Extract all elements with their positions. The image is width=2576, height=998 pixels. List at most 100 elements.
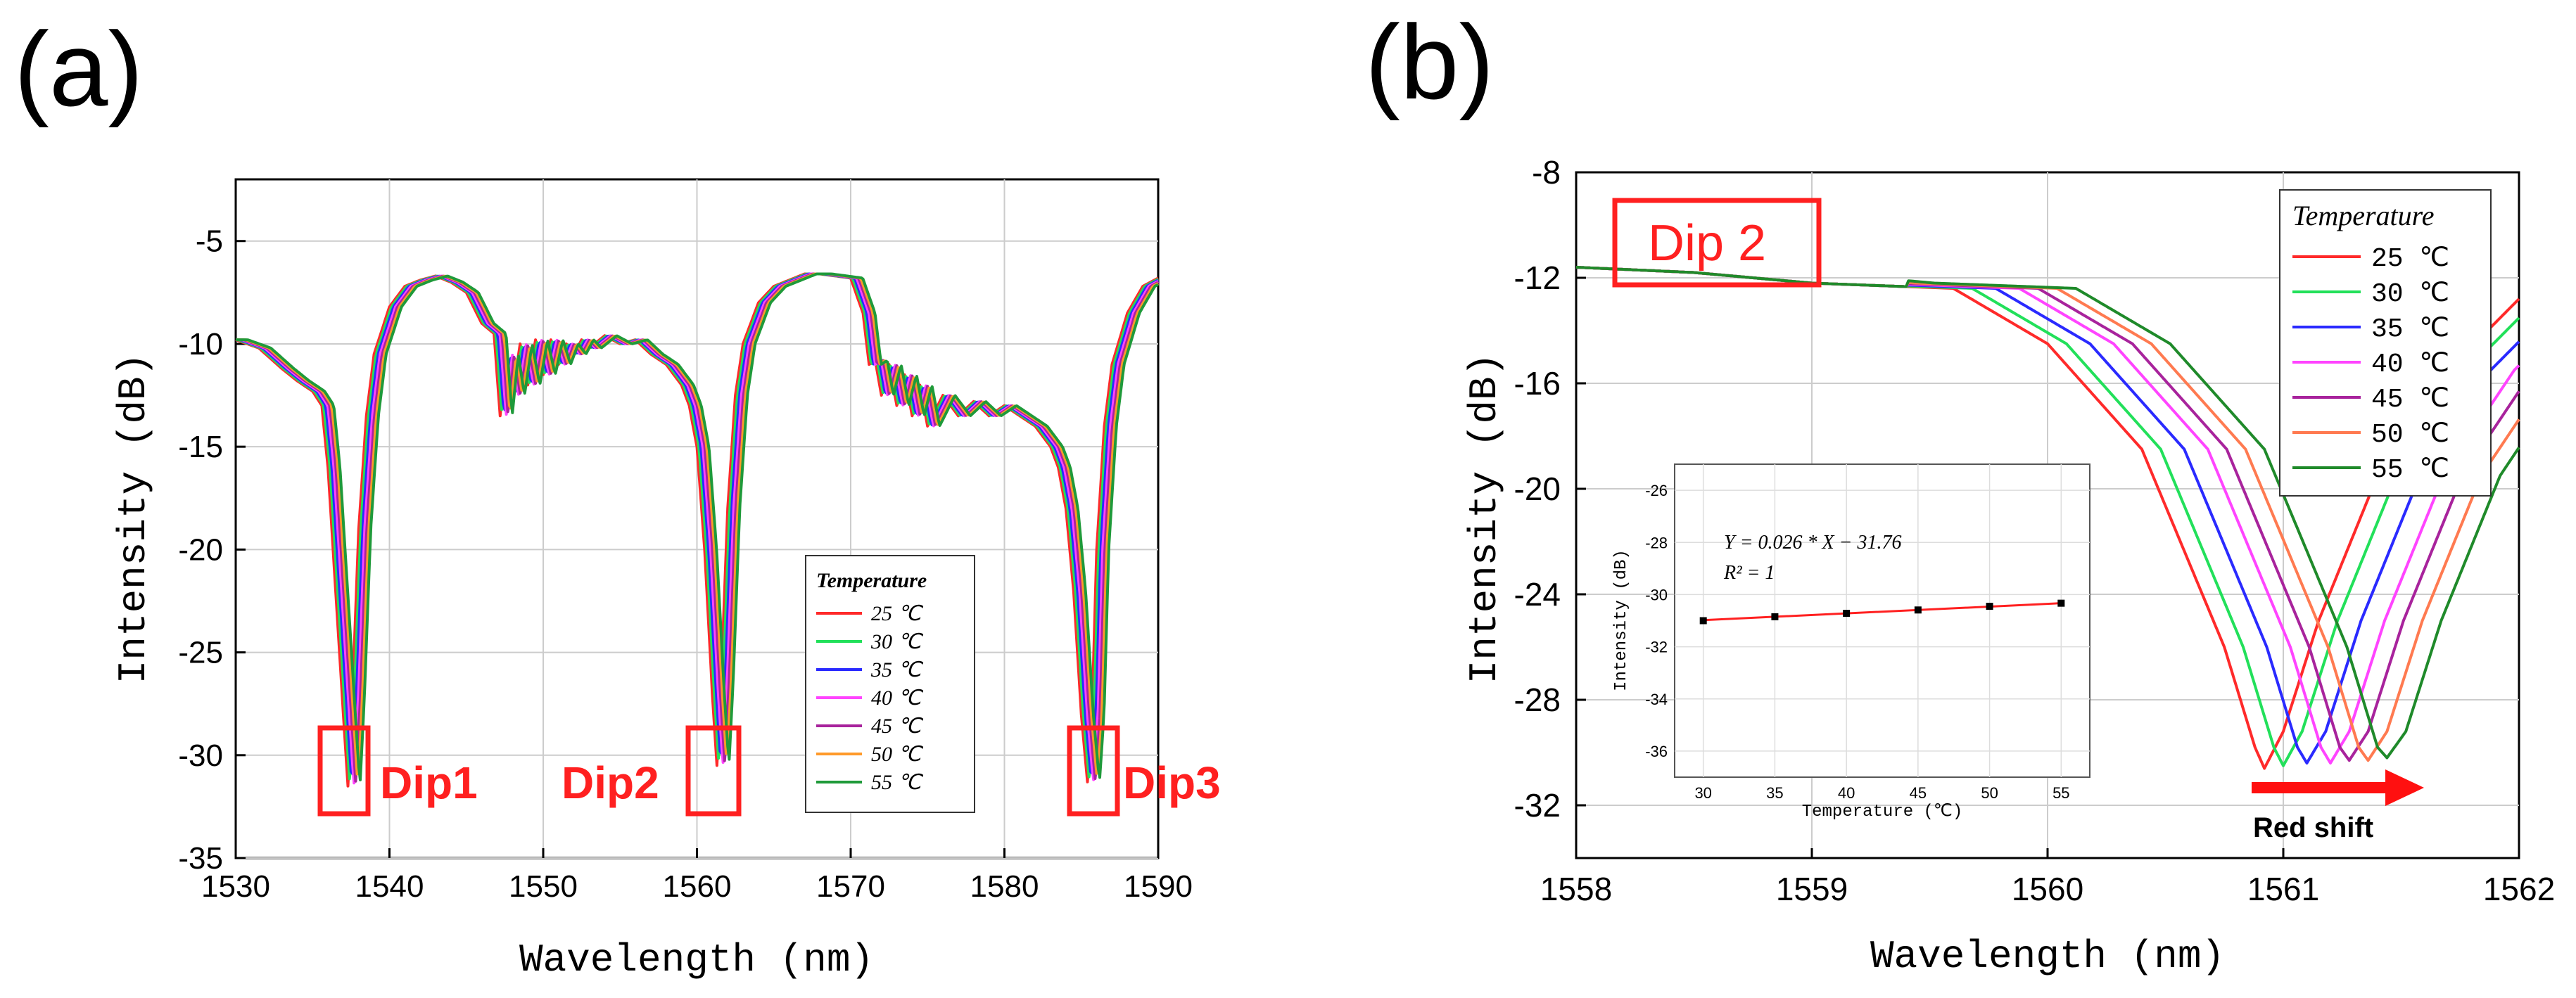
chart-a-legend-label: 50 ℃ <box>871 743 924 766</box>
chart-a-legend-label: 30 ℃ <box>870 630 924 653</box>
inset-data-point <box>1699 617 1707 625</box>
inset-x-tick-label: 30 <box>1694 784 1711 802</box>
chart-a-legend-label: 55 ℃ <box>871 771 924 794</box>
inset-data-point <box>1771 613 1779 620</box>
chart-a-x-tick-label: 1590 <box>1124 869 1193 904</box>
chart-b-y-tick-label: -12 <box>1514 260 1561 296</box>
dip2-label: Dip2 <box>561 757 659 808</box>
chart-a-legend-box <box>805 555 975 813</box>
inset-x-tick-label: 40 <box>1838 784 1855 802</box>
inset-equation: Y = 0.026 * X − 31.76 <box>1724 532 1901 554</box>
chart-a-legend-title: Temperature <box>816 569 927 592</box>
inset-x-tick-label: 50 <box>1981 784 1998 802</box>
chart-b-legend-label: 40 ℃ <box>2371 350 2449 380</box>
red-shift-label: Red shift <box>2253 812 2373 843</box>
inset-y-tick-label: -36 <box>1645 743 1668 760</box>
chart-b-ylabel: Intensity (dB) <box>1462 353 1507 684</box>
chart-a-y-tick-label: -30 <box>178 738 223 773</box>
dip1-label: Dip1 <box>380 757 478 808</box>
inset-x-tick-label: 55 <box>2052 784 2069 802</box>
chart-b-legend-label: 55 ℃ <box>2371 455 2449 485</box>
chart-a-legend-label: 35 ℃ <box>870 658 924 682</box>
chart-a-legend-label: 40 ℃ <box>871 686 924 710</box>
panel-b-label: (b) <box>1365 3 1494 121</box>
inset-y-tick-label: -32 <box>1645 639 1668 656</box>
chart-a-grid <box>236 179 1158 859</box>
chart-b-x-tick-label: 1558 <box>1540 871 1612 907</box>
panel-a-label: (a) <box>14 10 143 128</box>
chart-b-x-tick-label: 1560 <box>2012 871 2083 907</box>
chart-a-y-tick-label: -25 <box>178 636 223 670</box>
chart-a-series <box>235 272 1159 788</box>
chart-a-y-tick-label: -35 <box>178 841 223 876</box>
chart-b-y-tick-label: -20 <box>1514 471 1561 507</box>
dip2-annotation-text: Dip 2 <box>1648 215 1766 271</box>
inset-ylabel: Intensity (dB) <box>1612 549 1631 691</box>
chart-b-legend-label: 45 ℃ <box>2371 385 2449 415</box>
chart-a-series-line <box>236 272 1159 781</box>
inset-data-point <box>1986 603 1993 610</box>
inset-x-tick-label: 45 <box>1910 784 1927 802</box>
dip1-box <box>317 725 371 817</box>
inset-grid <box>1675 464 2090 777</box>
inset-data-point <box>1914 606 1922 614</box>
inset-r-squared: R² = 1 <box>1723 562 1775 584</box>
chart-a-x-ticks: 1530 1540 1550 1560 1570 1580 1590 <box>201 848 1193 904</box>
chart-b-x-tick-label: 1562 <box>2483 871 2555 907</box>
inset-x-tick-label: 35 <box>1766 784 1783 802</box>
inset-xlabel: Temperature (℃) <box>1802 802 1963 821</box>
chart-a-y-tick-label: -5 <box>196 224 223 259</box>
chart-a-ylabel: Intensity (dB) <box>111 353 156 684</box>
chart-b-legend-label: 50 ℃ <box>2371 420 2449 450</box>
chart-b-x-tick-label: 1559 <box>1776 871 1848 907</box>
chart-b-legend-box <box>2279 189 2492 497</box>
inset-chart: 30 35 40 45 50 55 -26 -28 -30 -32 -34 -36 Y = 0.02… <box>1612 463 2090 821</box>
chart-a-y-tick-label: -10 <box>178 327 223 362</box>
chart-a-y-tick-label: -15 <box>178 430 223 464</box>
dip3-box <box>1067 725 1120 817</box>
dip3-label: Dip3 <box>1123 757 1221 808</box>
chart-a-legend-label: 45 ℃ <box>871 715 924 738</box>
inset-y-tick-label: -34 <box>1645 691 1668 708</box>
chart-b-x-ticks: 1558 1559 1560 1561 1562 <box>1540 848 2555 907</box>
chart-a-y-tick-label: -20 <box>178 532 223 567</box>
chart-b-legend: Temperature 25 ℃ 30 ℃ 35 ℃ 40 ℃ 45 ℃ 50 ℃ 55 ℃ <box>2279 189 2492 497</box>
dip2-annotation-box <box>1612 198 1822 288</box>
chart-b-y-tick-label: -8 <box>1532 154 1561 191</box>
chart-b-y-ticks: -8 -12 -16 -20 -24 -28 -32 <box>1514 154 1586 824</box>
inset-y-tick-label: -28 <box>1645 534 1668 551</box>
dip2-box <box>685 725 742 817</box>
inset-plot <box>1699 599 2065 625</box>
chart-b-y-tick-label: -16 <box>1514 365 1561 402</box>
chart-b-legend-label: 35 ℃ <box>2371 314 2449 345</box>
inset-x-ticks: 30 35 40 45 50 55 <box>1694 784 2069 802</box>
inset-data-point <box>2057 599 2065 607</box>
chart-a-legend: Temperature 25 ℃ 30 ℃ 35 ℃ 40 ℃ 45 ℃ 50 ℃ 55 ℃ <box>805 555 975 813</box>
chart-b-legend-label: 25 ℃ <box>2371 244 2449 274</box>
chart-b-xlabel: Wavelength (nm) <box>1870 934 2225 979</box>
chart-b-y-tick-label: -24 <box>1514 576 1561 613</box>
chart-b-legend-title: Temperature <box>2292 200 2434 231</box>
red-shift-arrow-head <box>2385 769 2424 806</box>
chart-b-x-tick-label: 1561 <box>2247 871 2319 907</box>
chart-a-legend-label: 25 ℃ <box>871 602 924 625</box>
inset-y-ticks: -26 -28 -30 -32 -34 -36 <box>1645 482 1668 760</box>
inset-y-tick-label: -30 <box>1645 586 1668 603</box>
chart-a-x-tick-label: 1580 <box>970 869 1039 904</box>
chart-a-x-tick-label: 1540 <box>355 869 424 904</box>
chart-b-series-line <box>1575 266 2520 760</box>
chart-a-x-tick-label: 1550 <box>509 869 578 904</box>
chart-a-x-tick-label: 1570 <box>816 869 885 904</box>
chart-a: 1530 1540 1550 1560 1570 1580 1590 -5 -10 -15 -20… <box>111 178 1221 983</box>
inset-data-point <box>1843 610 1851 618</box>
chart-a-y-ticks: -5 -10 -15 -20 -25 -30 -35 <box>178 224 246 876</box>
inset-fit-line <box>1703 602 2062 622</box>
chart-a-x-tick-label: 1530 <box>201 869 270 904</box>
chart-b-y-tick-label: -32 <box>1514 787 1561 824</box>
inset-y-tick-label: -26 <box>1645 482 1668 499</box>
chart-a-xlabel: Wavelength (nm) <box>519 938 874 983</box>
chart-a-x-tick-label: 1560 <box>663 869 732 904</box>
chart-b: 1558 1559 1560 1561 1562 -8 -12 -16 -20 -24 -28 -3… <box>1462 154 2555 979</box>
chart-b-series <box>1575 266 2520 770</box>
